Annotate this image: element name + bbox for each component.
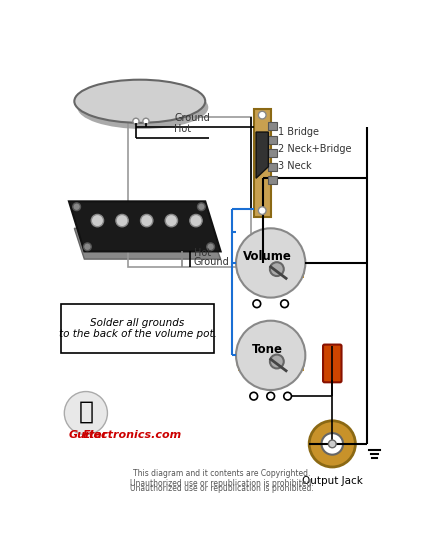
Circle shape <box>253 300 260 307</box>
Bar <box>267 136 277 144</box>
Text: Hot: Hot <box>175 124 191 134</box>
Bar <box>267 176 277 184</box>
Text: Hot: Hot <box>194 248 211 258</box>
Polygon shape <box>69 201 221 251</box>
Text: Electronics.com: Electronics.com <box>83 430 182 440</box>
Text: Guitar: Guitar <box>69 430 108 440</box>
Circle shape <box>321 433 343 455</box>
Circle shape <box>236 321 305 390</box>
Circle shape <box>91 214 104 227</box>
Bar <box>128 117 251 267</box>
Text: Volume: Volume <box>243 250 292 263</box>
Circle shape <box>270 262 284 276</box>
Text: 2 Neck+Bridge: 2 Neck+Bridge <box>278 144 352 154</box>
Text: Output Jack: Output Jack <box>302 476 363 486</box>
Ellipse shape <box>238 261 304 284</box>
Circle shape <box>207 243 214 251</box>
Circle shape <box>284 392 292 400</box>
Circle shape <box>250 392 257 400</box>
Circle shape <box>258 111 266 119</box>
Circle shape <box>116 214 128 227</box>
Bar <box>267 163 277 170</box>
Circle shape <box>133 118 139 124</box>
Polygon shape <box>74 228 221 259</box>
Bar <box>254 109 271 217</box>
Circle shape <box>190 214 202 227</box>
Text: This diagram and it contents are Copyrighted.
Unauthorized use or republication : This diagram and it contents are Copyrig… <box>130 469 313 488</box>
Ellipse shape <box>74 80 205 123</box>
Circle shape <box>267 392 274 400</box>
Bar <box>238 263 304 279</box>
Circle shape <box>258 207 266 214</box>
FancyBboxPatch shape <box>323 345 342 382</box>
Text: Ground: Ground <box>194 257 229 267</box>
Text: 3 Neck: 3 Neck <box>278 161 312 171</box>
FancyBboxPatch shape <box>61 304 214 353</box>
Circle shape <box>281 300 289 307</box>
Circle shape <box>236 228 305 297</box>
Circle shape <box>140 214 153 227</box>
Circle shape <box>73 203 80 210</box>
Circle shape <box>309 421 356 467</box>
Polygon shape <box>256 132 268 178</box>
Circle shape <box>328 440 336 448</box>
Circle shape <box>64 391 108 435</box>
Text: Ground: Ground <box>175 113 210 123</box>
Bar <box>238 355 304 371</box>
Ellipse shape <box>238 353 304 376</box>
Text: 💀: 💀 <box>78 400 93 423</box>
Circle shape <box>270 355 284 369</box>
Text: 1 Bridge: 1 Bridge <box>278 127 319 137</box>
Circle shape <box>143 118 149 124</box>
Circle shape <box>165 214 178 227</box>
Ellipse shape <box>77 86 208 129</box>
Circle shape <box>197 203 205 210</box>
Bar <box>267 122 277 130</box>
Text: Solder all grounds
to the back of the volume pot.: Solder all grounds to the back of the vo… <box>58 317 216 339</box>
Text: Unauthorized use or republication is prohibited.: Unauthorized use or republication is pro… <box>130 484 313 493</box>
Bar <box>267 149 277 157</box>
Circle shape <box>83 243 91 251</box>
Text: Tone: Tone <box>252 342 283 356</box>
